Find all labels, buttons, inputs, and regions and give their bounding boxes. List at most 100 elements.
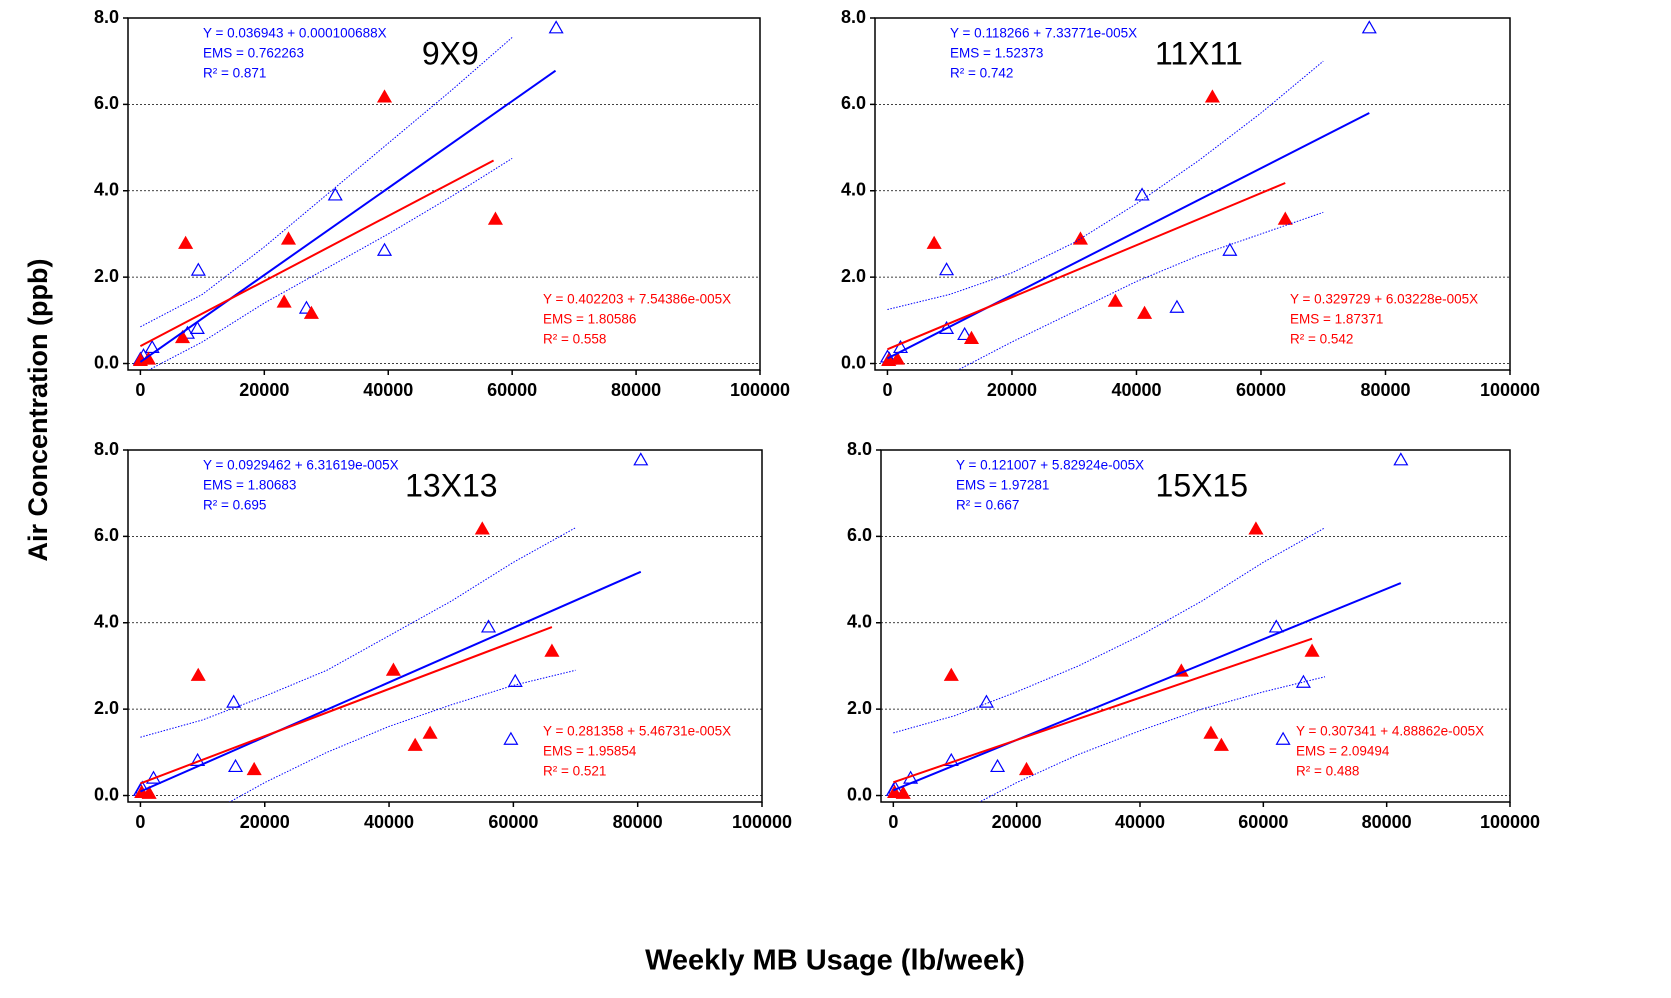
- regression-annotation: EMS = 1.80683: [203, 478, 296, 493]
- plot-frame: [127, 17, 761, 371]
- panel: 0.0 2.0 4.0 6.0 8.0 0 20000 40000 60000 80000 1000…: [94, 7, 790, 400]
- triangle-point: [926, 235, 942, 249]
- triangle-point: [887, 784, 903, 798]
- confidence-band: [893, 527, 1326, 734]
- triangle-point: [1277, 211, 1293, 225]
- triangle-point: [190, 667, 206, 681]
- fit-line: [139, 69, 557, 363]
- fit-line: [893, 637, 1313, 784]
- y-tick-label: 0.0: [94, 784, 119, 804]
- triangle-point: [990, 758, 1006, 773]
- triangle-point: [190, 262, 206, 276]
- x-tick-label: 20000: [992, 812, 1042, 832]
- x-tick-label: 60000: [1236, 380, 1286, 400]
- triangle-point: [1204, 89, 1220, 103]
- confidence-band: [140, 527, 576, 738]
- y-axis-label: Air Concentration (ppb): [23, 259, 53, 562]
- panel-title: 9X9: [422, 35, 479, 71]
- y-tick-label: 0.0: [841, 352, 866, 372]
- regression-annotation: Y = 0.307341 + 4.88862e-005X: [1296, 724, 1484, 739]
- triangle-point: [633, 452, 649, 466]
- regression-annotation: Y = 0.036943 + 0.000100688X: [203, 26, 387, 41]
- x-tick-label: 100000: [1480, 380, 1540, 400]
- x-tick-label: 0: [135, 380, 145, 400]
- triangle-point: [939, 262, 955, 276]
- x-tick-label: 80000: [1362, 812, 1412, 832]
- x-tick-label: 80000: [611, 380, 661, 400]
- triangle-point: [895, 785, 911, 799]
- confidence-band: [140, 37, 513, 328]
- regression-annotation: Y = 0.121007 + 5.82924e-005X: [956, 458, 1144, 473]
- regression-annotation: R² = 0.488: [1296, 764, 1359, 779]
- fit-line: [139, 159, 495, 348]
- x-tick-label: 40000: [364, 812, 414, 832]
- triangle-point: [889, 351, 905, 365]
- x-tick-label: 0: [882, 380, 892, 400]
- x-tick-label: 40000: [1111, 380, 1161, 400]
- triangle-point: [1203, 725, 1219, 739]
- triangle-point: [978, 694, 994, 708]
- x-tick-label: 0: [888, 812, 898, 832]
- y-tick-label: 4.0: [847, 612, 872, 632]
- regression-annotation: R² = 0.871: [203, 66, 266, 81]
- panel-title: 13X13: [405, 467, 498, 503]
- x-tick-label: 40000: [1115, 812, 1165, 832]
- y-tick-label: 6.0: [841, 93, 866, 113]
- confidence-band: [147, 157, 513, 370]
- triangle-point: [246, 761, 262, 776]
- triangle-point: [544, 643, 560, 657]
- regression-annotation: Y = 0.329729 + 6.03228e-005X: [1290, 292, 1478, 307]
- triangle-point: [943, 667, 959, 681]
- triangle-point: [141, 785, 157, 799]
- triangle-point: [189, 320, 205, 335]
- triangle-point: [1072, 231, 1088, 245]
- triangle-point: [1295, 674, 1311, 688]
- panel-title: 11X11: [1155, 35, 1243, 71]
- regression-annotation: R² = 0.742: [950, 66, 1013, 81]
- y-tick-label: 8.0: [841, 7, 866, 27]
- triangle-point: [174, 329, 191, 344]
- plot-frame: [874, 17, 1511, 371]
- triangle-point: [1169, 299, 1185, 313]
- y-tick-label: 2.0: [847, 698, 872, 718]
- triangle-point: [422, 725, 438, 739]
- y-tick-label: 2.0: [841, 266, 866, 286]
- x-tick-label: 100000: [732, 812, 792, 832]
- y-tick-label: 4.0: [94, 612, 119, 632]
- triangle-point: [1018, 761, 1035, 776]
- x-tick-label: 0: [135, 812, 145, 832]
- fit-line: [892, 582, 1402, 792]
- y-tick-label: 0.0: [847, 784, 872, 804]
- y-tick-label: 4.0: [94, 180, 119, 200]
- triangle-point: [280, 231, 297, 245]
- triangle-point: [943, 752, 959, 767]
- regression-annotation: R² = 0.558: [543, 332, 606, 347]
- regression-annotation: EMS = 1.95854: [543, 744, 637, 759]
- triangle-point: [1222, 242, 1238, 256]
- x-tick-label: 60000: [1238, 812, 1288, 832]
- y-tick-label: 4.0: [841, 180, 866, 200]
- triangle-point: [480, 619, 497, 633]
- plot-frame: [127, 449, 763, 803]
- triangle-point: [1304, 643, 1320, 657]
- x-tick-label: 100000: [1480, 812, 1540, 832]
- x-tick-label: 20000: [240, 812, 290, 832]
- x-tick-label: 20000: [987, 380, 1037, 400]
- regression-annotation: EMS = 2.09494: [1296, 744, 1390, 759]
- x-tick-label: 100000: [730, 380, 790, 400]
- panel-title: 15X15: [1156, 467, 1249, 503]
- triangle-point: [963, 330, 980, 344]
- plot-frame: [880, 449, 1511, 803]
- triangle-point: [1137, 305, 1153, 319]
- x-tick-label: 20000: [239, 380, 289, 400]
- panel: 0.0 2.0 4.0 6.0 8.0 0 20000 40000 60000 80000 1000…: [94, 439, 792, 832]
- triangle-point: [1248, 521, 1264, 535]
- triangle-point: [385, 662, 401, 676]
- triangle-point: [226, 694, 242, 708]
- triangle-point: [1268, 619, 1284, 633]
- regression-annotation: EMS = 1.52373: [950, 46, 1043, 61]
- triangle-point: [1213, 737, 1229, 751]
- regression-annotation: R² = 0.695: [203, 498, 266, 513]
- y-tick-label: 0.0: [94, 352, 119, 372]
